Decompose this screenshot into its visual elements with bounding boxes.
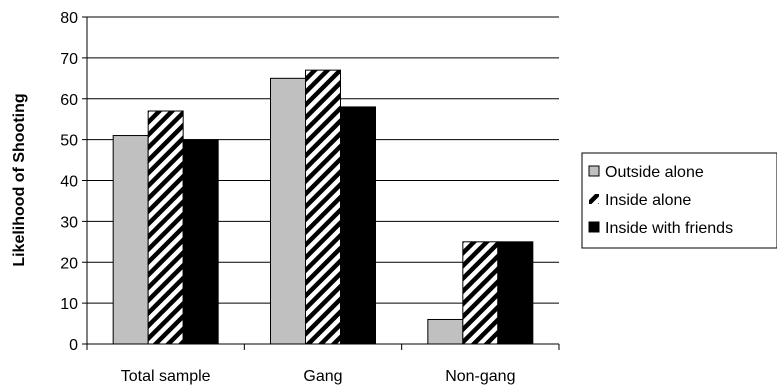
bar-inside-alone xyxy=(462,241,499,345)
legend-box xyxy=(581,152,777,249)
x-tick-label: Gang xyxy=(303,368,342,385)
bar-inside-with-friends xyxy=(340,106,376,345)
y-ticks: 0 10 20 30 40 50 60 70 80 xyxy=(60,10,87,354)
y-tick-label: 20 xyxy=(60,255,78,272)
y-tick-label: 30 xyxy=(60,214,78,231)
legend-label: Inside alone xyxy=(605,192,691,209)
bar-outside-alone xyxy=(270,77,306,345)
legend: Outside alone Inside alone Inside with fri… xyxy=(581,152,777,249)
y-tick-label: 80 xyxy=(60,10,78,27)
x-ticks: Total sample Gang Non-gang xyxy=(86,344,560,385)
bar-outside-alone xyxy=(427,318,464,345)
y-tick-label: 0 xyxy=(69,337,78,354)
legend-swatch xyxy=(588,221,600,233)
bars xyxy=(112,69,534,345)
y-tick-label: 70 xyxy=(60,51,78,68)
bar-inside-alone xyxy=(305,69,341,345)
y-tick-label: 50 xyxy=(60,133,78,150)
x-tick-label: Non-gang xyxy=(445,368,515,385)
legend-swatch xyxy=(588,165,600,177)
legend-label: Inside with friends xyxy=(605,220,733,237)
legend-swatch xyxy=(589,194,599,204)
bar-inside-with-friends xyxy=(497,241,534,345)
y-tick-label: 10 xyxy=(60,296,78,313)
y-tick-label: 60 xyxy=(60,92,78,109)
legend-label: Outside alone xyxy=(605,164,704,181)
bar-outside-alone xyxy=(112,135,149,345)
x-tick-label: Total sample xyxy=(121,368,211,385)
y-axis-title: Likelihood of Shooting xyxy=(11,93,28,266)
bar-inside-with-friends xyxy=(182,139,219,345)
y-tick-label: 40 xyxy=(60,174,78,191)
bar-inside-alone xyxy=(147,110,184,345)
